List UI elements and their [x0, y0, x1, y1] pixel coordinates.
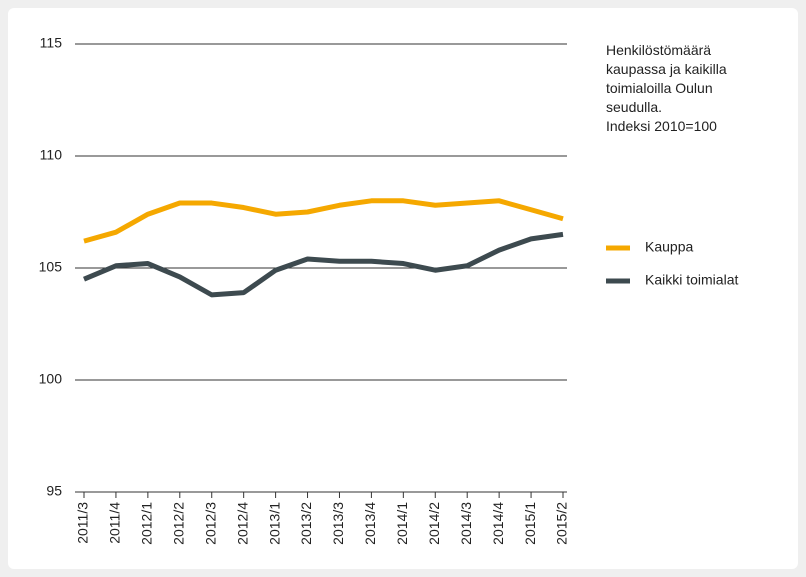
- y-tick-label: 115: [40, 35, 63, 51]
- x-tick-label: 2015/1: [522, 502, 538, 545]
- line-series: [83, 231, 564, 298]
- line-series: [83, 198, 564, 244]
- x-tick-label: 2013/3: [330, 502, 346, 545]
- x-tick-label: 2011/4: [107, 502, 123, 544]
- x-tick-label: 2012/1: [139, 502, 155, 545]
- x-tick-label: 2013/4: [362, 502, 378, 545]
- x-tick-label: 2014/4: [490, 502, 506, 545]
- x-tick-label: 2012/2: [171, 502, 187, 545]
- x-tick-label: 2012/3: [202, 502, 218, 545]
- x-tick-label: 2015/2: [554, 502, 570, 545]
- title-block: Henkilöstömäärä kaupassa ja kaikilla toi…: [606, 41, 771, 136]
- card: [8, 8, 798, 569]
- y-tick-label: 105: [39, 259, 63, 275]
- chart-subtitle: Indeksi 2010=100: [606, 118, 717, 134]
- x-tick-label: 2014/2: [426, 502, 442, 545]
- legend-label: Kauppa: [645, 239, 693, 255]
- x-tick-label: 2014/3: [458, 502, 474, 545]
- x-tick-label: 2013/2: [298, 502, 314, 545]
- legend-label: Kaikki toimialat: [645, 272, 738, 288]
- y-tick-label: 95: [46, 483, 62, 499]
- x-tick-label: 2012/4: [234, 502, 250, 545]
- x-tick-label: 2013/1: [266, 502, 282, 545]
- y-tick-label: 100: [39, 371, 63, 387]
- chart-title: Henkilöstömäärä kaupassa ja kaikilla toi…: [606, 42, 727, 115]
- x-tick-label: 2011/3: [75, 502, 91, 544]
- y-tick-label: 110: [40, 147, 63, 163]
- x-tick-label: 2014/1: [394, 502, 410, 545]
